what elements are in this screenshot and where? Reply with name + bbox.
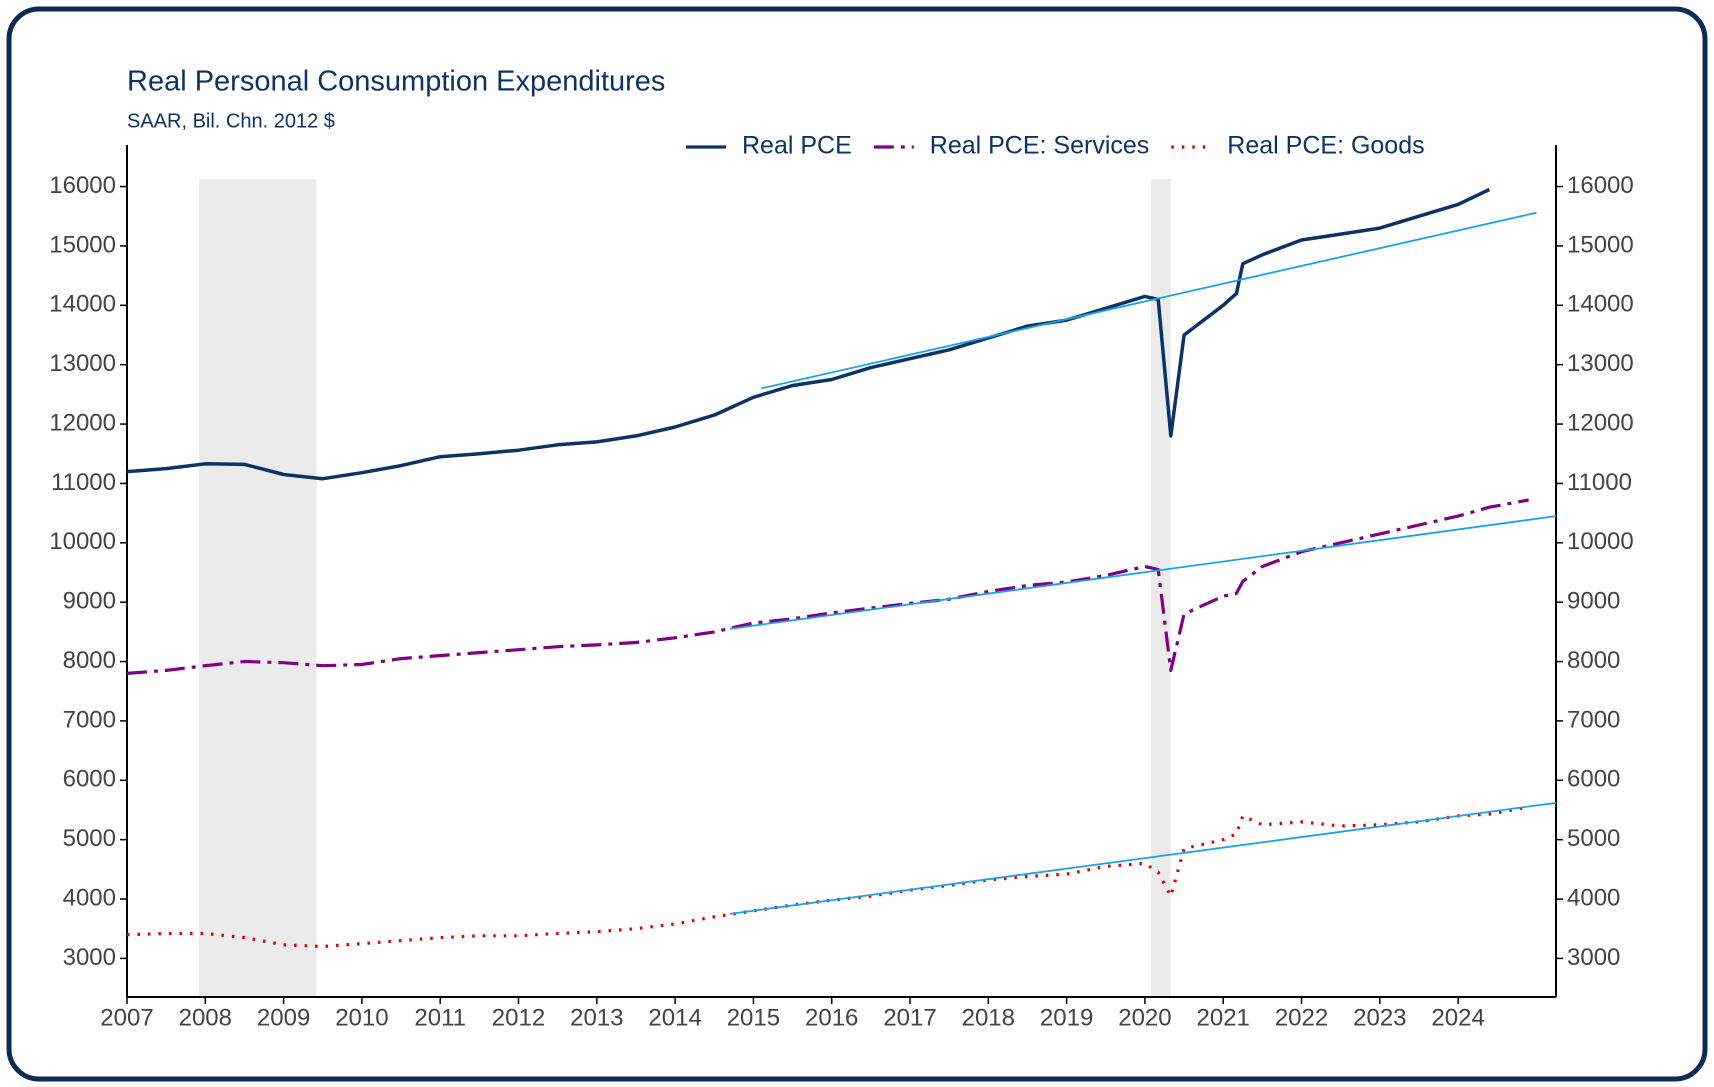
- x-tick-label: 2010: [335, 1004, 388, 1031]
- trend-line: [761, 211, 1537, 390]
- y-tick-label: 9000: [63, 588, 116, 615]
- x-tick-label: 2019: [1040, 1004, 1093, 1031]
- y2-tick-label: 4000: [1567, 884, 1620, 911]
- y2-tick-label: 15000: [1567, 231, 1634, 258]
- y-tick-label: 11000: [51, 469, 116, 496]
- y2-tick-label: 8000: [1567, 647, 1620, 674]
- x-tick-label: 2008: [179, 1004, 232, 1031]
- y-tick-label: 13000: [49, 350, 116, 377]
- y2-tick-label: 12000: [1567, 409, 1634, 436]
- series-line: [126, 187, 1491, 481]
- y-tick-label: 10000: [49, 528, 116, 555]
- y2-tick-label: 6000: [1567, 766, 1620, 793]
- x-tick-label: 2007: [100, 1004, 153, 1031]
- x-tick-label: 2015: [727, 1004, 780, 1031]
- y-tick-label: 8000: [63, 647, 116, 674]
- y-tick-label: 7000: [63, 706, 116, 733]
- y-tick-label: 6000: [63, 766, 116, 793]
- x-tick-label: 2023: [1353, 1004, 1406, 1031]
- y-tick-label: 4000: [63, 884, 116, 911]
- y2-tick-label: 16000: [1567, 172, 1634, 199]
- frame: [6, 6, 1708, 1082]
- x-tick-label: 2011: [414, 1004, 466, 1031]
- y2-tick-label: 9000: [1567, 588, 1620, 615]
- y2-tick-label: 3000: [1567, 944, 1620, 971]
- chart-subtitle: SAAR, Bil. Chn. 2012 $: [127, 110, 335, 132]
- legend-label: Real PCE: Services: [930, 132, 1150, 160]
- chart-title: Real Personal Consumption Expenditures: [127, 66, 665, 98]
- legend-label: Real PCE: [742, 132, 852, 160]
- legend-label: Real PCE: Goods: [1227, 132, 1424, 160]
- x-tick-label: 2020: [1118, 1004, 1171, 1031]
- y-tick-label: 5000: [63, 825, 116, 852]
- x-tick-label: 2022: [1275, 1004, 1328, 1031]
- y2-tick-label: 14000: [1567, 291, 1634, 318]
- y-tick-label: 3000: [63, 944, 116, 971]
- y-tick-label: 15000: [49, 231, 116, 258]
- x-tick-label: 2017: [883, 1004, 936, 1031]
- y2-tick-label: 13000: [1567, 350, 1634, 377]
- y2-tick-label: 10000: [1567, 528, 1634, 555]
- x-tick-label: 2021: [1197, 1004, 1250, 1031]
- y-tick-label: 12000: [49, 409, 116, 436]
- trend-line: [729, 801, 1557, 915]
- x-tick-label: 2018: [962, 1004, 1015, 1031]
- x-tick-label: 2013: [570, 1004, 623, 1031]
- shaded-period: [199, 179, 317, 997]
- shaded-period: [1151, 179, 1171, 997]
- y-tick-label: 14000: [49, 291, 116, 318]
- y2-tick-label: 5000: [1567, 825, 1620, 852]
- trend-line: [729, 515, 1557, 630]
- x-tick-label: 2024: [1431, 1004, 1484, 1031]
- x-tick-label: 2012: [492, 1004, 545, 1031]
- y2-tick-label: 7000: [1567, 706, 1620, 733]
- x-tick-label: 2014: [648, 1004, 701, 1031]
- x-tick-label: 2009: [257, 1004, 310, 1031]
- y-tick-label: 16000: [49, 172, 116, 199]
- x-tick-label: 2016: [805, 1004, 858, 1031]
- y2-tick-label: 11000: [1567, 469, 1632, 496]
